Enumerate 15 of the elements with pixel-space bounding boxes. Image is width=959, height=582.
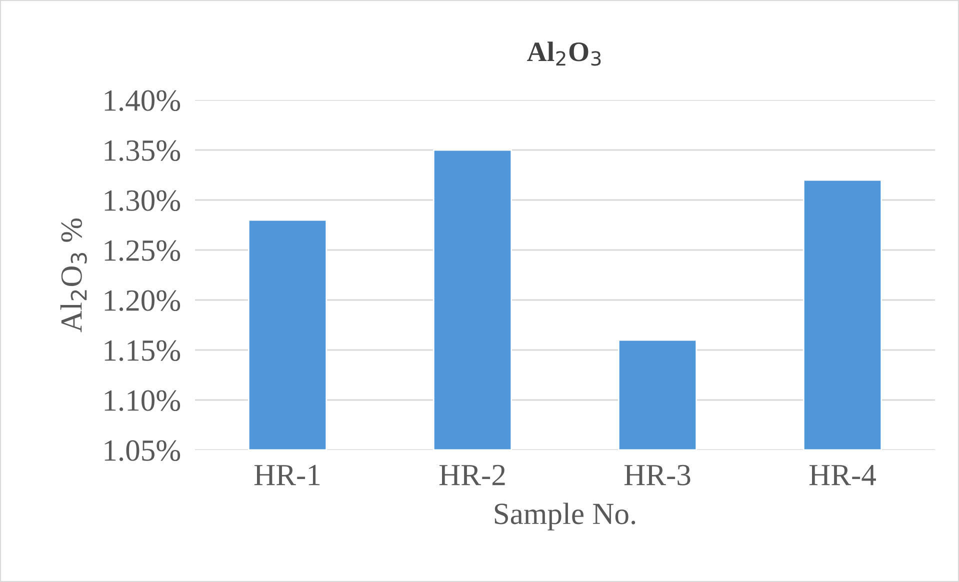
x-tick-label: HR-1 <box>254 464 320 486</box>
y-tick-label: 1.05% <box>104 440 180 462</box>
x-tick-label: HR-3 <box>624 464 690 486</box>
x-tick-label: HR-2 <box>439 464 505 486</box>
x-axis-title: Sample No. <box>494 502 636 530</box>
y-tick-label: 1.40% <box>104 90 180 112</box>
y-tick-label: 1.10% <box>104 390 180 412</box>
chart-title: Al$_{2}$O$_{3}$ <box>527 42 601 66</box>
y-tick-label: 1.15% <box>104 340 180 362</box>
y-tick-label: 1.35% <box>104 140 180 162</box>
y-tick-label: 1.20% <box>104 290 180 312</box>
y-tick-label: 1.30% <box>104 190 180 212</box>
y-tick-label: 1.25% <box>104 240 180 262</box>
x-tick-label: HR-4 <box>809 464 876 486</box>
y-axis-title: Al$_{2}$O$_{3}$ % <box>60 218 87 332</box>
